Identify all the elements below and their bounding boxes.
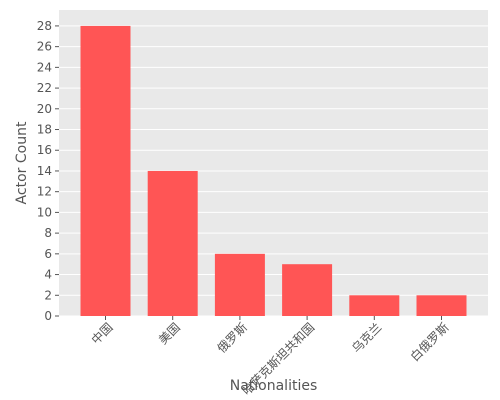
y-tick-label: 0 xyxy=(44,309,52,323)
x-tick-label: 白俄罗斯 xyxy=(407,320,452,365)
x-tick-label: 中国 xyxy=(88,320,116,348)
bar xyxy=(147,170,198,316)
bar xyxy=(416,295,467,316)
bar xyxy=(80,25,131,316)
y-tick-label: 2 xyxy=(44,288,52,302)
y-tick-label: 6 xyxy=(44,247,52,261)
x-tick-label: 俄罗斯 xyxy=(215,320,250,355)
y-tick-label: 24 xyxy=(37,60,52,74)
y-tick-label: 18 xyxy=(37,123,52,137)
y-tick-label: 4 xyxy=(44,268,52,282)
y-tick-label: 16 xyxy=(37,143,52,157)
y-tick-label: 28 xyxy=(37,19,52,33)
bar xyxy=(282,264,333,316)
y-tick-label: 12 xyxy=(37,185,52,199)
y-tick-label: 10 xyxy=(37,205,52,219)
x-tick-label: 乌克兰 xyxy=(348,320,384,356)
bars xyxy=(80,25,467,316)
y-tick-label: 22 xyxy=(37,81,52,95)
x-axis-label: Nationalities xyxy=(230,378,318,394)
y-tick-label: 20 xyxy=(37,102,52,116)
y-tick-label: 26 xyxy=(37,40,52,54)
bar xyxy=(349,295,400,316)
bar xyxy=(214,253,265,316)
x-tick-label: 美国 xyxy=(156,320,183,347)
y-tick-label: 14 xyxy=(37,164,52,178)
y-tick-label: 8 xyxy=(44,226,52,240)
y-axis-label: Actor Count xyxy=(14,121,30,204)
